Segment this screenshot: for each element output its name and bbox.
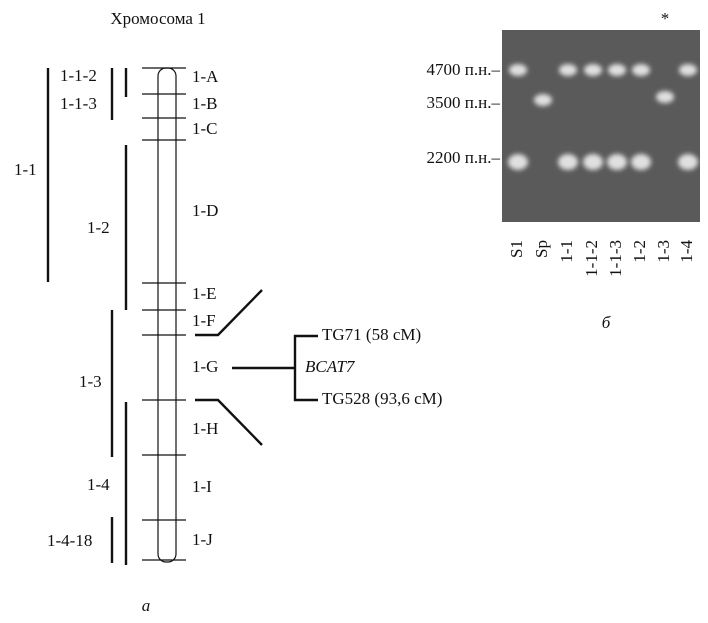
deletion-label: 1-1-2: [60, 66, 97, 85]
lane-label: 1-3: [654, 240, 673, 263]
gel: [502, 30, 700, 222]
lane-label: 1-1-3: [606, 240, 625, 277]
lane-label: S1: [507, 240, 526, 258]
size-label: 4700 п.н.–: [427, 60, 501, 79]
panel-label: а: [142, 596, 151, 615]
segment-label: 1-A: [192, 67, 219, 86]
figure: Хромосома 1 1-A 1-B 1-C 1-D 1-E 1-F 1-G …: [0, 0, 708, 623]
lane-label: 1-1-2: [582, 240, 601, 277]
segment-label: 1-J: [192, 530, 213, 549]
deletion-label: 1-1-3: [60, 94, 97, 113]
asterisk: *: [661, 9, 670, 28]
segment-label: 1-E: [192, 284, 217, 303]
deletion-label: 1-4-18: [47, 531, 92, 550]
deletion-label: 1-1: [14, 160, 37, 179]
marker-label: TG71 (58 cM): [322, 325, 421, 344]
marker-label: TG528 (93,6 cM): [322, 389, 442, 408]
segment-label: 1-F: [192, 311, 216, 330]
segment-label: 1-H: [192, 419, 218, 438]
size-label: 3500 п.н.–: [427, 93, 501, 112]
gene-label: BCAT7: [305, 357, 356, 376]
lane-label: 1-4: [677, 240, 696, 263]
deletion-label: 1-2: [87, 218, 110, 237]
deletion-label: 1-4: [87, 475, 110, 494]
segment-label: 1-G: [192, 357, 218, 376]
chromosome: [142, 68, 186, 562]
size-label: 2200 п.н.–: [427, 148, 501, 167]
lane-label: 1-1: [557, 240, 576, 263]
lane-label: 1-2: [630, 240, 649, 263]
lane-label: Sp: [532, 240, 551, 258]
segment-label: 1-B: [192, 94, 218, 113]
chromosome-title: Хромосома 1: [110, 9, 205, 28]
segment-label: 1-D: [192, 201, 218, 220]
segment-label: 1-I: [192, 477, 212, 496]
segment-label: 1-C: [192, 119, 218, 138]
deletion-label: 1-3: [79, 372, 102, 391]
panel-label: б: [602, 313, 611, 332]
